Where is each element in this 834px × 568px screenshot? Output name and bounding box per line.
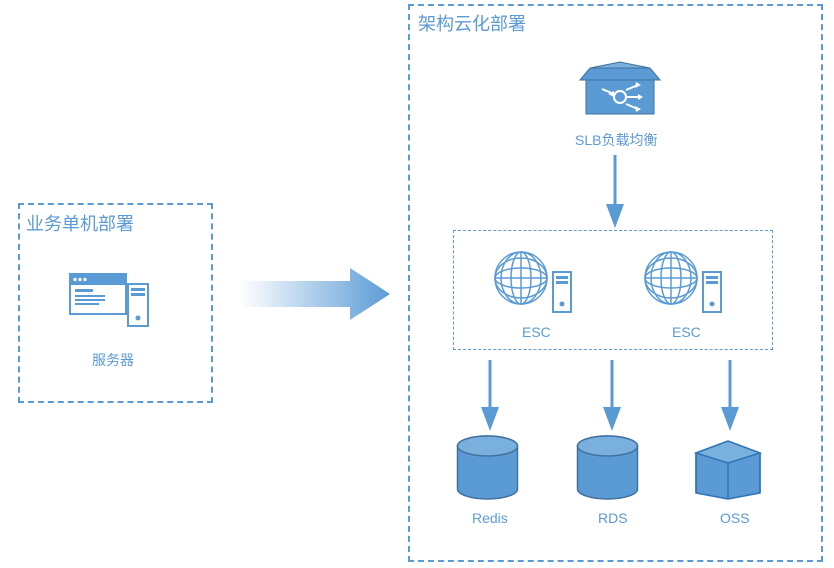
rds-icon xyxy=(575,435,640,500)
esc2-icon xyxy=(635,248,735,316)
esc1-label: ESC xyxy=(522,324,551,340)
esc1-icon xyxy=(485,248,585,316)
oss-label: OSS xyxy=(720,510,750,526)
rds-label: RDS xyxy=(598,510,628,526)
esc2-label: ESC xyxy=(672,324,701,340)
redis-icon xyxy=(455,435,520,500)
oss-icon xyxy=(688,435,768,500)
redis-label: Redis xyxy=(472,510,508,526)
